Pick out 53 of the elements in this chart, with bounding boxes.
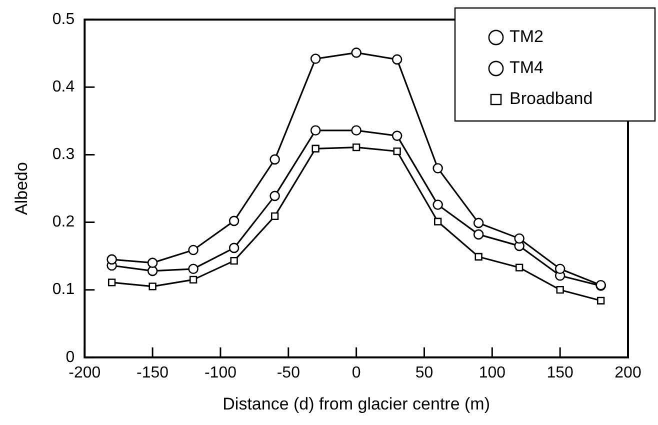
point [393, 148, 401, 156]
point [270, 212, 279, 220]
x-tick-label: -50 [276, 364, 300, 382]
point [310, 54, 321, 64]
x-tick-label: -150 [136, 364, 169, 382]
y-tick-label: 0.4 [52, 78, 75, 96]
point [514, 233, 524, 244]
legend-label: TM4 [510, 58, 544, 78]
y-tick-label: 0 [66, 348, 75, 366]
point [392, 54, 402, 65]
x-tick-label: 100 [478, 364, 506, 382]
x-tick-label: -200 [68, 364, 101, 382]
point [556, 286, 564, 294]
point [228, 242, 240, 254]
point [352, 143, 360, 152]
point [188, 244, 198, 256]
y-tick-label: 0.1 [52, 281, 75, 298]
point [188, 264, 198, 274]
point [432, 163, 443, 174]
point [515, 264, 524, 272]
point [108, 278, 116, 286]
x-tick-label: 200 [614, 364, 642, 382]
point [351, 48, 362, 58]
x-tick-label: 150 [546, 364, 574, 382]
y-axis-title: Albedo [12, 162, 31, 215]
legend-label: Broadband [510, 89, 593, 108]
point [310, 125, 321, 136]
point [474, 252, 482, 261]
point [434, 218, 442, 226]
point [392, 130, 402, 141]
point [473, 229, 484, 240]
point [351, 125, 362, 136]
point [554, 264, 566, 274]
point [432, 200, 443, 210]
point [228, 216, 240, 226]
legend-label: TM2 [510, 27, 544, 46]
point [189, 276, 198, 284]
point [473, 218, 484, 228]
point [148, 282, 156, 290]
point [106, 254, 117, 265]
x-tick-label: -100 [204, 364, 237, 382]
point [270, 190, 280, 202]
point [230, 256, 238, 265]
x-tick-label: 0 [352, 364, 361, 382]
x-tick-label: 50 [415, 364, 434, 382]
y-tick-label: 0.2 [52, 214, 75, 231]
y-tick-label: 0.5 [52, 11, 75, 28]
y-tick-label: 0.3 [52, 146, 75, 164]
point [270, 154, 280, 165]
point [312, 144, 320, 152]
point [147, 258, 158, 268]
x-axis-title: Distance (d) from glacier centre (m) [222, 394, 490, 414]
point [597, 296, 605, 304]
